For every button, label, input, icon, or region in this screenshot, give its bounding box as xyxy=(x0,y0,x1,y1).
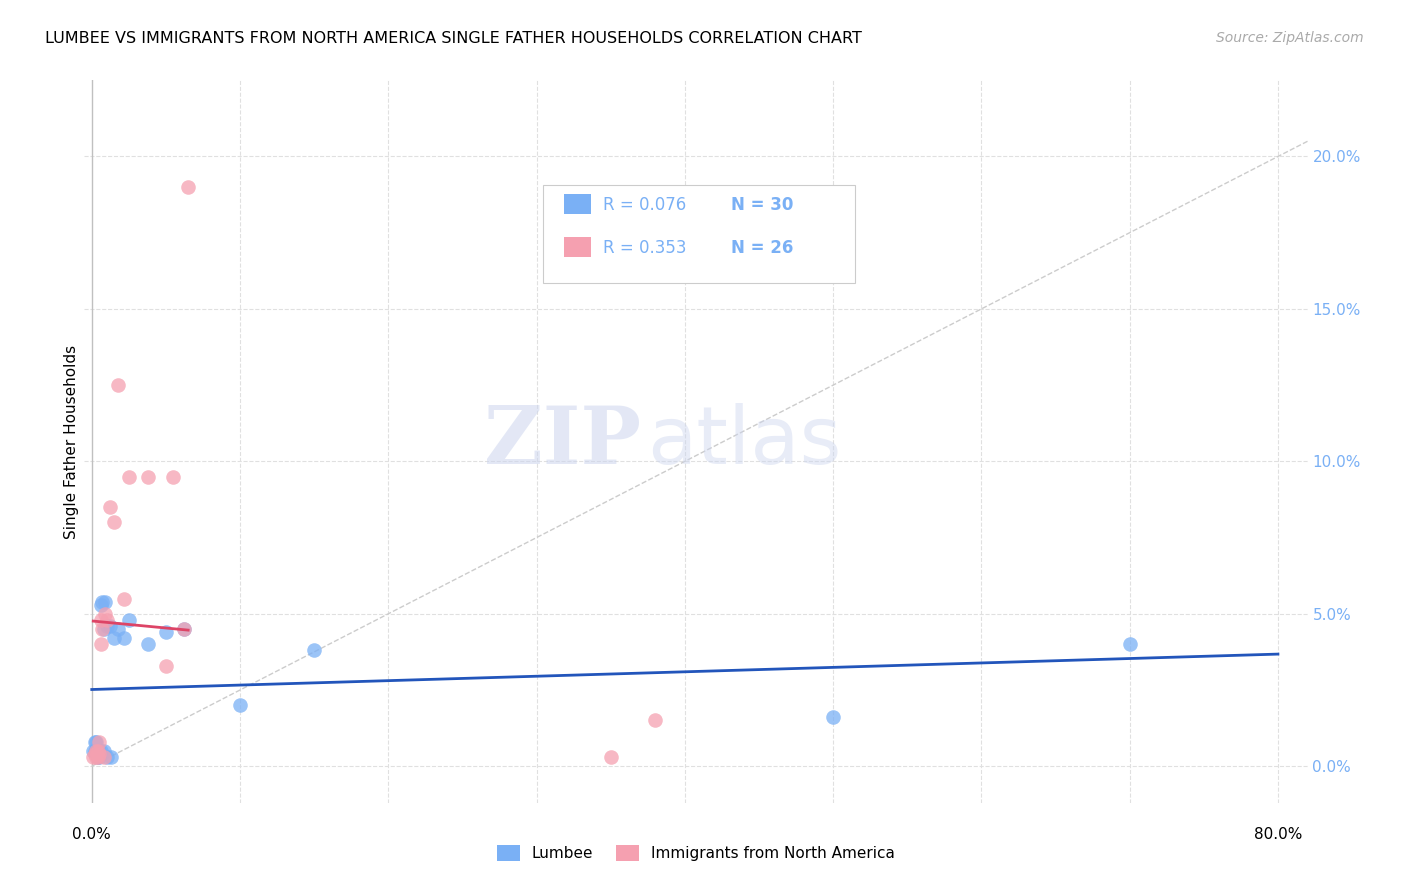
Point xyxy=(155,658,177,673)
Text: R = 0.353: R = 0.353 xyxy=(603,239,686,257)
Point xyxy=(98,619,121,633)
Legend: Lumbee, Immigrants from North America: Lumbee, Immigrants from North America xyxy=(491,839,901,867)
Point xyxy=(86,744,108,758)
Point xyxy=(173,622,195,636)
Point xyxy=(118,613,141,627)
Text: LUMBEE VS IMMIGRANTS FROM NORTH AMERICA SINGLE FATHER HOUSEHOLDS CORRELATION CHA: LUMBEE VS IMMIGRANTS FROM NORTH AMERICA … xyxy=(45,31,862,46)
Point xyxy=(90,637,112,651)
Y-axis label: Single Father Households: Single Father Households xyxy=(63,344,79,539)
Point xyxy=(83,735,105,749)
Point xyxy=(90,613,112,627)
Point xyxy=(136,469,159,483)
Point xyxy=(103,516,125,530)
Text: R = 0.076: R = 0.076 xyxy=(603,195,686,213)
Point xyxy=(84,744,107,758)
Point xyxy=(229,698,252,713)
Point xyxy=(84,735,107,749)
Point xyxy=(82,750,104,764)
Point xyxy=(96,619,118,633)
Point xyxy=(91,594,114,608)
Point xyxy=(173,622,195,636)
Point xyxy=(83,744,105,758)
Point xyxy=(89,750,111,764)
Point xyxy=(98,500,121,514)
Text: atlas: atlas xyxy=(647,402,841,481)
Point xyxy=(93,744,115,758)
Point xyxy=(823,710,845,724)
Point xyxy=(86,750,108,764)
Point xyxy=(94,594,117,608)
Point xyxy=(90,598,112,612)
Point xyxy=(86,750,108,764)
Text: 0.0%: 0.0% xyxy=(72,827,111,842)
Text: Source: ZipAtlas.com: Source: ZipAtlas.com xyxy=(1216,31,1364,45)
Point xyxy=(118,469,141,483)
Point xyxy=(96,613,118,627)
Bar xyxy=(564,194,591,214)
Bar xyxy=(564,237,591,257)
Point xyxy=(177,180,200,194)
Point xyxy=(86,744,108,758)
Point xyxy=(93,750,115,764)
Point xyxy=(94,607,117,621)
Point xyxy=(107,622,129,636)
Text: N = 26: N = 26 xyxy=(731,239,794,257)
Point xyxy=(84,750,107,764)
Point xyxy=(82,744,104,758)
Point xyxy=(93,622,115,636)
Point xyxy=(155,625,177,640)
Point xyxy=(136,637,159,651)
Point xyxy=(91,622,114,636)
Point xyxy=(599,750,621,764)
Text: ZIP: ZIP xyxy=(484,402,641,481)
Point xyxy=(89,747,111,761)
Point xyxy=(84,744,107,758)
FancyBboxPatch shape xyxy=(543,185,855,283)
Text: 80.0%: 80.0% xyxy=(1254,827,1302,842)
Point xyxy=(1118,637,1140,651)
Point xyxy=(96,750,118,764)
Point xyxy=(100,750,122,764)
Point xyxy=(90,744,112,758)
Point xyxy=(103,631,125,645)
Point xyxy=(162,469,184,483)
Point xyxy=(89,744,111,758)
Point xyxy=(89,735,111,749)
Point xyxy=(302,643,325,657)
Text: N = 30: N = 30 xyxy=(731,195,794,213)
Point xyxy=(644,714,666,728)
Point xyxy=(83,747,105,761)
Point xyxy=(112,591,135,606)
Point xyxy=(112,631,135,645)
Point xyxy=(107,378,129,392)
